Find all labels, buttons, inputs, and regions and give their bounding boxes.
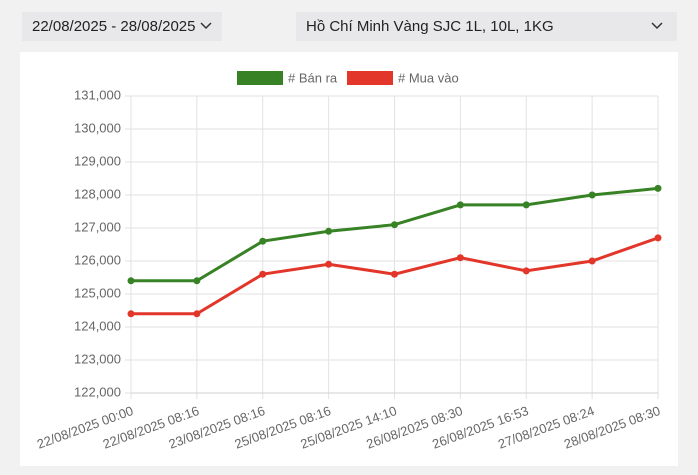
data-point bbox=[391, 221, 398, 229]
data-point bbox=[654, 184, 662, 192]
y-tick-label: 127,000 bbox=[74, 219, 121, 234]
y-tick-label: 123,000 bbox=[74, 351, 121, 366]
legend-swatch bbox=[347, 71, 393, 85]
data-point bbox=[259, 237, 267, 245]
legend-label: # Bán ra bbox=[288, 70, 338, 85]
data-point bbox=[654, 234, 662, 242]
legend-swatch bbox=[237, 71, 283, 85]
data-point bbox=[522, 267, 530, 275]
data-point bbox=[193, 310, 201, 318]
data-point bbox=[522, 201, 530, 209]
y-tick-label: 131,000 bbox=[74, 87, 121, 102]
data-point bbox=[588, 191, 596, 199]
product-text: Hồ Chí Minh Vàng SJC 1L, 10L, 1KG bbox=[306, 18, 554, 35]
data-point bbox=[259, 270, 267, 278]
data-point bbox=[456, 254, 464, 262]
data-point bbox=[456, 201, 464, 209]
y-tick-label: 128,000 bbox=[74, 186, 121, 201]
legend-label: # Mua vào bbox=[398, 70, 459, 85]
data-point bbox=[127, 310, 135, 318]
data-point bbox=[391, 270, 398, 278]
chevron-icon bbox=[651, 22, 663, 30]
data-point bbox=[193, 277, 201, 285]
chevron-icon bbox=[200, 22, 212, 30]
y-tick-label: 122,000 bbox=[74, 384, 121, 399]
chart: 122,000 123,000 124,000 125,000 126,000 127,0… bbox=[35, 70, 662, 451]
data-point bbox=[325, 227, 333, 235]
y-tick-label: 130,000 bbox=[74, 120, 121, 135]
chart-panel: 122,000 123,000 124,000 125,000 126,000 127,0… bbox=[20, 52, 678, 466]
y-tick-label: 129,000 bbox=[74, 153, 121, 168]
y-tick-label: 124,000 bbox=[74, 318, 121, 333]
y-tick-label: 125,000 bbox=[74, 285, 121, 300]
date-range-text: 22/08/2025 - 28/08/2025 bbox=[32, 18, 196, 35]
data-point bbox=[325, 260, 333, 268]
data-point bbox=[127, 277, 135, 285]
data-point bbox=[588, 257, 596, 265]
y-tick-label: 126,000 bbox=[74, 252, 121, 267]
product-dropdown[interactable]: Hồ Chí Minh Vàng SJC 1L, 10L, 1KG bbox=[296, 12, 677, 41]
date-range-dropdown[interactable]: 22/08/2025 - 28/08/2025 bbox=[22, 12, 222, 41]
